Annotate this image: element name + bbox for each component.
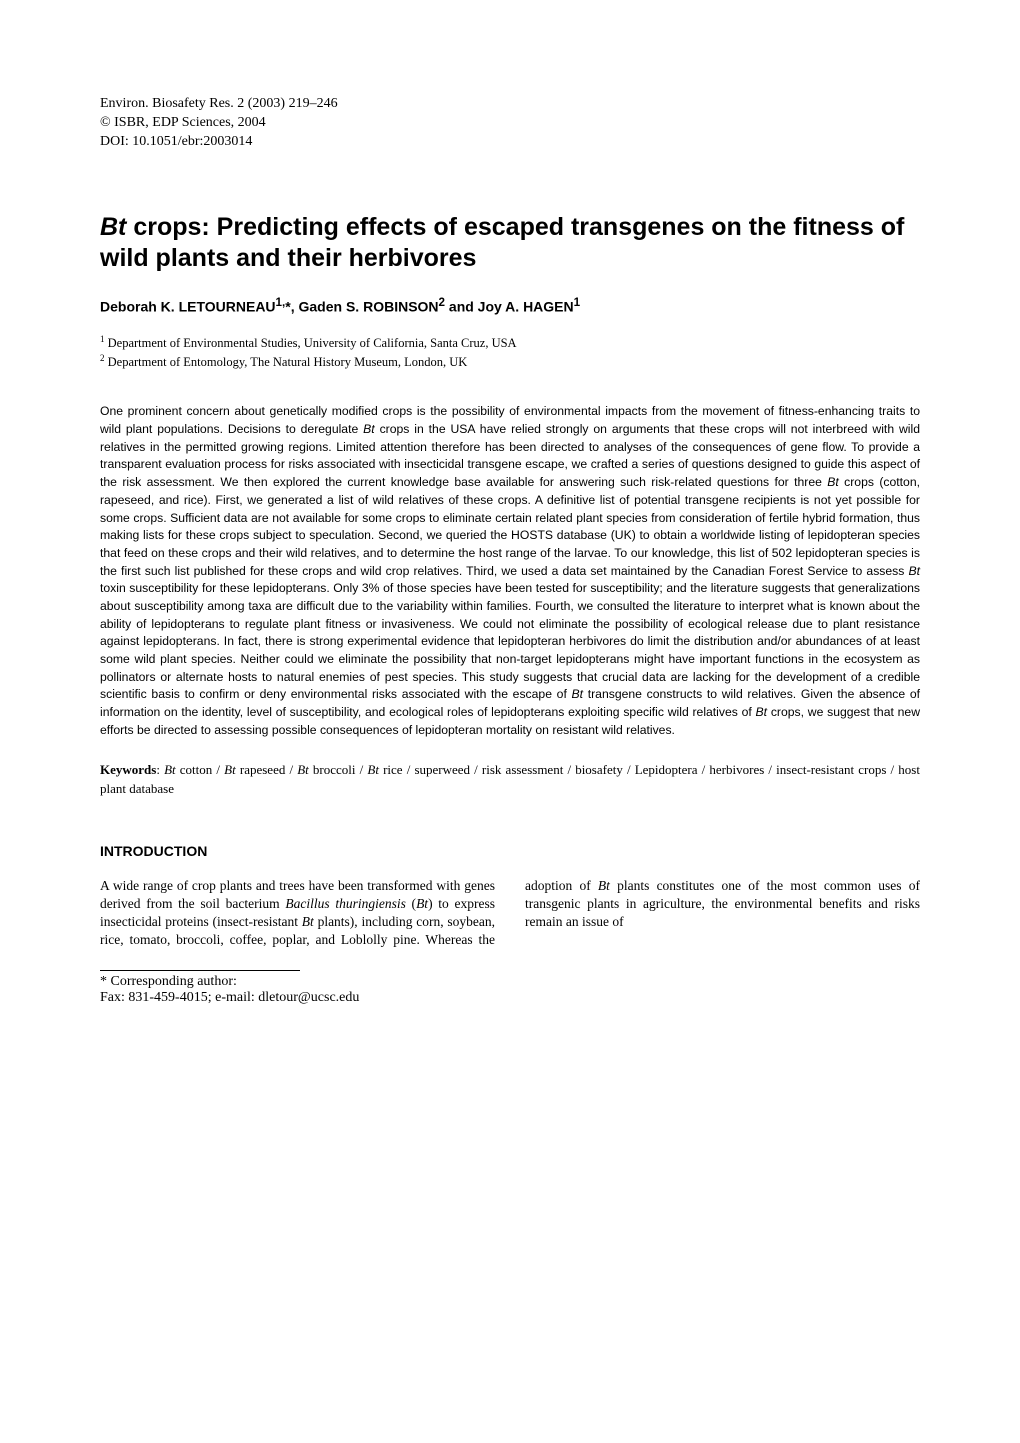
corresponding-author-label: * Corresponding author: bbox=[100, 974, 920, 990]
affiliations: 1 Department of Environmental Studies, U… bbox=[100, 333, 920, 372]
journal-header: Environ. Biosafety Res. 2 (2003) 219–246… bbox=[100, 95, 920, 152]
article-title: Bt crops: Predicting effects of escaped … bbox=[100, 212, 920, 275]
affiliation-1: 1 Department of Environmental Studies, U… bbox=[100, 333, 920, 352]
introduction-body: A wide range of crop plants and trees ha… bbox=[100, 877, 920, 950]
keywords-label: Keywords bbox=[100, 762, 156, 777]
journal-copyright: © ISBR, EDP Sciences, 2004 bbox=[100, 114, 920, 133]
corresponding-author-contact: Fax: 831-459-4015; e-mail: dletour@ucsc.… bbox=[100, 990, 920, 1006]
abstract: One prominent concern about genetically … bbox=[100, 403, 920, 739]
footnote-text: * Corresponding author: Fax: 831-459-401… bbox=[100, 974, 920, 1006]
section-heading-introduction: INTRODUCTION bbox=[100, 843, 920, 859]
affiliation-2: 2 Department of Entomology, The Natural … bbox=[100, 352, 920, 371]
affil-text-2: Department of Entomology, The Natural Hi… bbox=[108, 355, 468, 369]
keywords: Keywords: Bt cotton / Bt rapeseed / Bt b… bbox=[100, 761, 920, 797]
journal-citation: Environ. Biosafety Res. 2 (2003) 219–246 bbox=[100, 95, 920, 114]
keywords-text: Bt cotton / Bt rapeseed / Bt broccoli / … bbox=[100, 762, 920, 795]
affil-num-2: 2 bbox=[100, 353, 105, 363]
journal-doi: DOI: 10.1051/ebr:2003014 bbox=[100, 133, 920, 152]
authors: Deborah K. LETOURNEAU1,*, Gaden S. ROBIN… bbox=[100, 296, 920, 315]
affil-num-1: 1 bbox=[100, 334, 105, 344]
affil-text-1: Department of Environmental Studies, Uni… bbox=[108, 336, 517, 350]
